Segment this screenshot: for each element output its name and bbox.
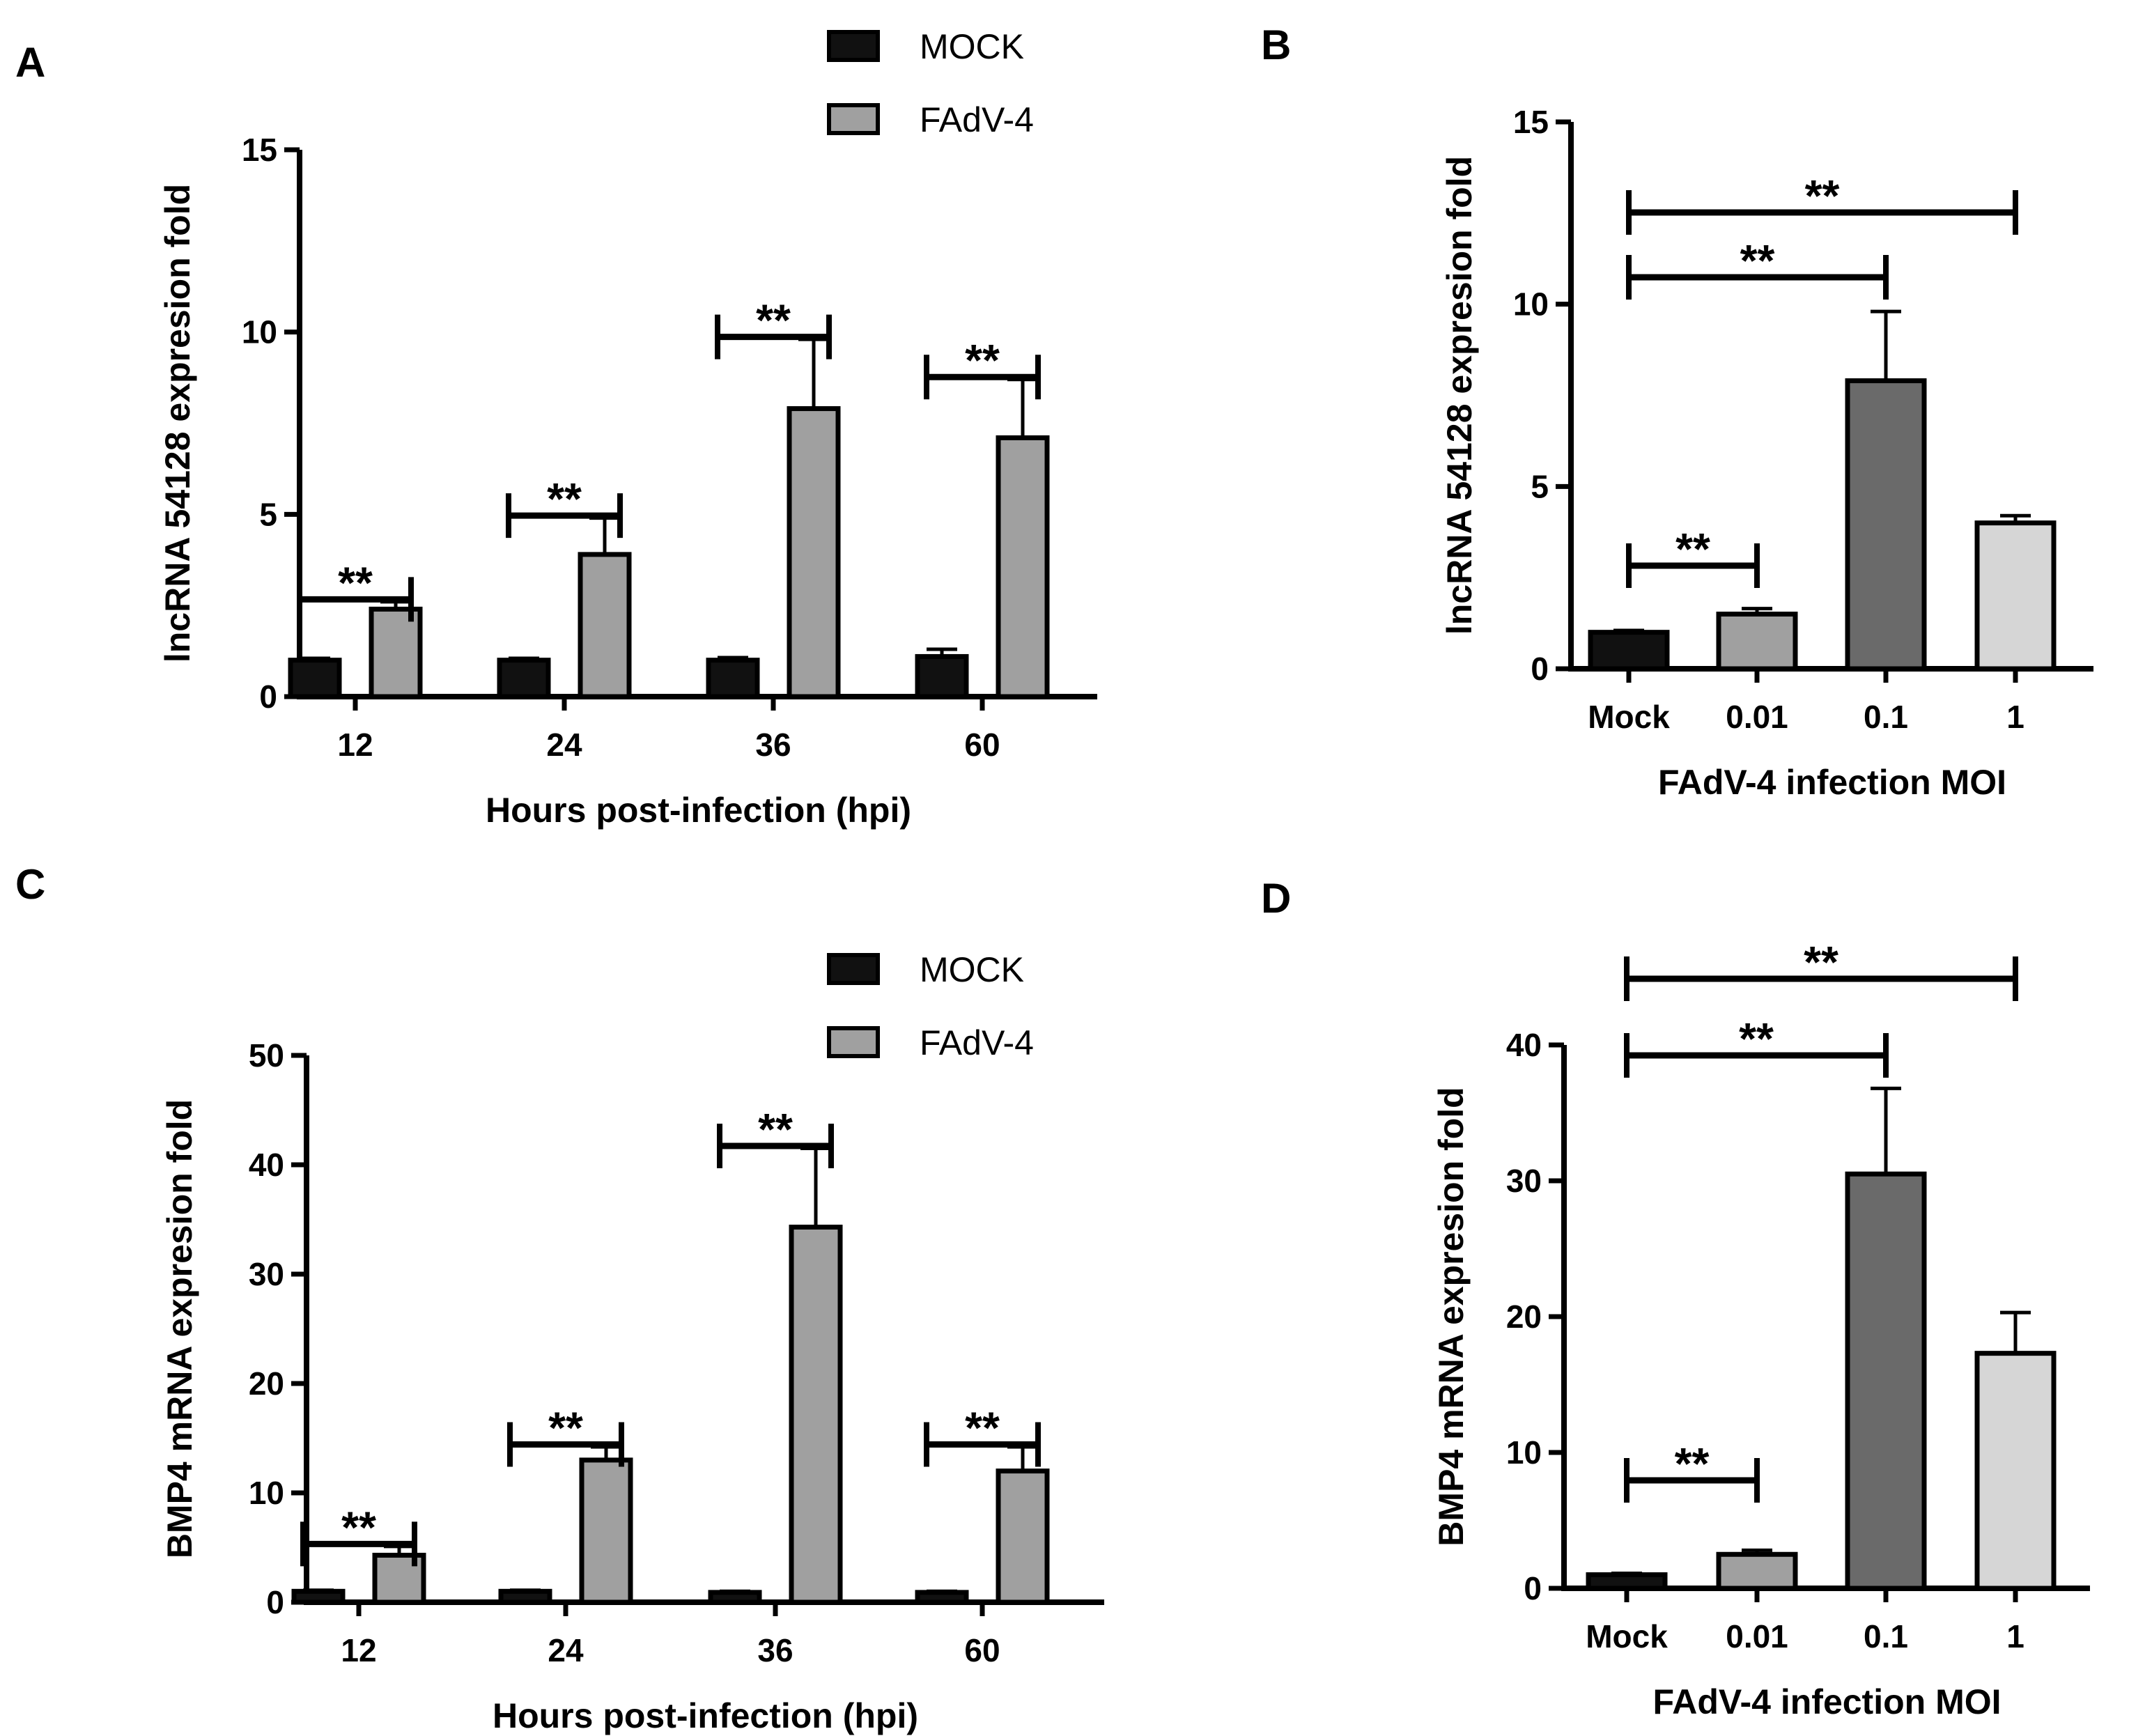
y-tick-label: 40 [1506,1027,1542,1063]
bar [1845,378,1927,672]
x-axis-label: FAdV-4 infection MOI [1652,1682,2001,1721]
panel-letter: C [15,861,45,908]
y-axis-label: BMP4 mRNA expresion fold [1432,1087,1471,1546]
x-axis-label: Hours post-infection (hpi) [486,791,911,830]
legend-label: MOCK [920,950,1024,989]
x-tick-label: 1 [2006,699,2025,735]
y-tick-label: 10 [242,314,277,350]
y-tick-label: 10 [1506,1434,1542,1471]
y-tick-label: 5 [259,496,277,532]
y-axis-label: BMP4 mRNA expresion fold [160,1099,199,1558]
y-tick-label: 0 [1531,651,1549,687]
y-tick-label: 30 [249,1256,284,1292]
y-tick-label: 15 [242,132,277,168]
x-tick-label: 0.01 [1726,1618,1788,1654]
legend-swatch [827,30,880,62]
x-tick-label: 0.1 [1864,1618,1908,1654]
x-tick-label: 12 [337,727,373,763]
bar [787,406,841,699]
significance-label: ** [1739,1014,1774,1064]
significance-label: ** [547,474,582,524]
bar [1716,1551,1798,1591]
x-tick-label: 1 [2006,1618,2025,1654]
bar [369,606,423,699]
significance-label: ** [548,1403,583,1453]
significance-label: ** [1675,1439,1710,1489]
x-tick-label: Mock [1586,1618,1668,1654]
bar [497,658,551,699]
significance-label: ** [338,557,373,607]
x-tick-label: 36 [755,727,791,763]
y-tick-label: 0 [259,679,277,715]
y-tick-label: 10 [1513,286,1549,323]
bar [1845,1171,1927,1591]
bar [708,1590,762,1605]
bar [578,552,632,699]
significance-label: ** [965,1403,1000,1453]
y-tick-label: 0 [266,1584,284,1620]
legend-label: FAdV-4 [920,100,1034,139]
significance-label: ** [1740,235,1775,286]
bar [498,1588,552,1605]
y-axis-label: lncRNA 54128 expresion fold [1440,156,1479,635]
x-tick-label: 0.01 [1726,699,1788,735]
y-tick-label: 5 [1531,468,1549,504]
bar [996,435,1050,699]
bar [996,1468,1050,1605]
panel-letter: D [1261,875,1291,922]
legend-label: MOCK [920,27,1024,66]
y-tick-label: 20 [249,1365,284,1402]
significance-label: ** [1804,937,1838,987]
x-tick-label: 0.1 [1864,699,1908,735]
y-tick-label: 30 [1506,1163,1542,1199]
x-tick-label: Mock [1588,699,1670,735]
panel-c: C 0 10 20 30 40 50 BMP4 mRNA expresion fold 12 2… [15,861,1104,1735]
x-tick-label: 60 [964,1632,1000,1668]
bar [915,653,969,699]
bar [288,658,342,699]
legend-label: FAdV-4 [920,1023,1034,1062]
bar [789,1224,843,1605]
bar [706,658,760,699]
significance-label: ** [758,1104,793,1154]
bar [1974,520,2057,672]
y-axis-label: lncRNA 54128 expresion fold [158,184,197,662]
x-axis-label: FAdV-4 infection MOI [1658,763,2006,802]
y-tick-label: 40 [249,1147,284,1183]
x-tick-label: 12 [341,1632,376,1668]
x-tick-label: 36 [757,1632,793,1668]
y-tick-label: 50 [249,1037,284,1074]
y-tick-label: 0 [1524,1570,1542,1606]
bar [1716,612,1798,672]
legend-swatch [827,953,880,985]
panel-letter: B [1261,22,1291,68]
y-tick-label: 10 [249,1475,284,1511]
panel-a: A 0 5 10 15 lncRNA 54128 expresion fold 12 24 3… [15,27,1097,830]
panel-b: B 0 5 10 15 lncRNA 54128 expresion fold Mock 0… [1261,22,2093,802]
bar [1974,1351,2057,1591]
legend-swatch [827,103,880,135]
bar [915,1590,969,1605]
significance-label: ** [965,335,1000,385]
significance-label: ** [1675,524,1710,574]
significance-label: ** [341,1502,376,1552]
x-tick-label: 60 [964,727,1000,763]
x-axis-label: Hours post-infection (hpi) [493,1696,918,1735]
bar [579,1457,633,1605]
bar [291,1588,346,1605]
panel-d: D 0 10 20 30 40 BMP4 mRNA expresion fold Mock 0… [1261,875,2090,1721]
y-tick-label: 15 [1513,104,1549,140]
y-tick-label: 20 [1506,1299,1542,1335]
x-tick-label: 24 [546,727,582,763]
bar [1588,630,1670,672]
bar [1586,1572,1668,1591]
panel-letter: A [15,39,45,86]
legend-swatch [827,1026,880,1058]
x-tick-label: 24 [548,1632,584,1668]
significance-label: ** [1805,171,1840,221]
significance-label: ** [756,295,791,346]
